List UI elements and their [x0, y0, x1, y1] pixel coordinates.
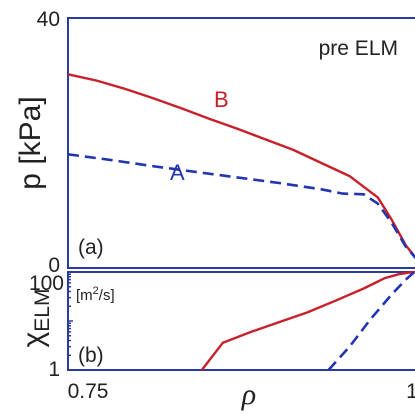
panel-b-plot — [68, 270, 415, 371]
panel-a-frame — [67, 17, 415, 269]
panel-a-ytick-bottom: 0 — [48, 254, 60, 277]
xtick-right: 1 — [406, 380, 415, 403]
elm-subscript: ELM — [31, 289, 54, 332]
panel-b-label: (b) — [78, 344, 104, 367]
panel-b-frame — [67, 271, 415, 371]
series-b-line — [200, 270, 415, 371]
series-a-line — [327, 271, 415, 371]
unit-sup: 2 — [93, 285, 99, 297]
series-a-label: A — [170, 160, 185, 185]
series-a-line — [67, 153, 415, 260]
unit-pre: [m — [76, 287, 93, 304]
series-b-label: B — [214, 87, 229, 112]
pre-elm-annotation: pre ELM — [319, 37, 398, 60]
xtick-left: 0.75 — [68, 380, 109, 403]
series-b-line — [67, 73, 415, 259]
panel-a-plot — [67, 17, 415, 269]
panel-b-ytick-top: 100 — [29, 272, 64, 295]
unit-post: /s] — [99, 287, 115, 304]
panel-b-ytick-bottom: 1 — [48, 358, 60, 381]
panel-b-ylabel: χELM — [17, 289, 54, 348]
panel-a-ylabel: p [kPa] — [14, 96, 47, 189]
panel-b-unit: [m2/s] — [76, 285, 115, 304]
panel-a-ytick-top: 40 — [37, 8, 60, 31]
chi-symbol: χ — [17, 331, 50, 347]
panel-a-label: (a) — [78, 236, 104, 259]
x-axis-label: ρ — [241, 378, 256, 411]
